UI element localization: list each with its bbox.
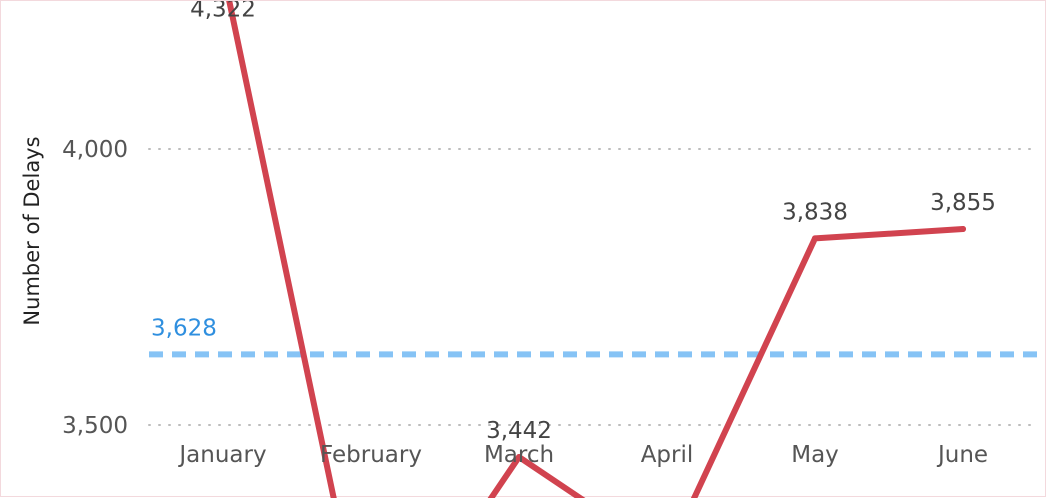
data-point [960,226,966,233]
series-line [226,1,966,498]
y-tick-label: 4,000 [62,137,128,163]
y-tick-label: 3,500 [62,413,128,439]
average-line-label: 3,628 [151,315,217,341]
x-tick-label: March [484,442,554,468]
x-tick-label: June [936,442,988,468]
x-tick-label: April [641,442,694,468]
data-label: 3,442 [486,418,552,444]
x-tick-label: January [177,442,266,468]
data-label: 4,322 [190,1,256,22]
x-tick-label: February [320,442,422,468]
y-axis-title: Number of Delays [20,136,44,325]
data-point [516,454,522,461]
x-tick-label: May [791,442,839,468]
data-label: 3,838 [782,199,848,225]
data-point [812,235,818,242]
data-label: 3,855 [930,190,996,216]
